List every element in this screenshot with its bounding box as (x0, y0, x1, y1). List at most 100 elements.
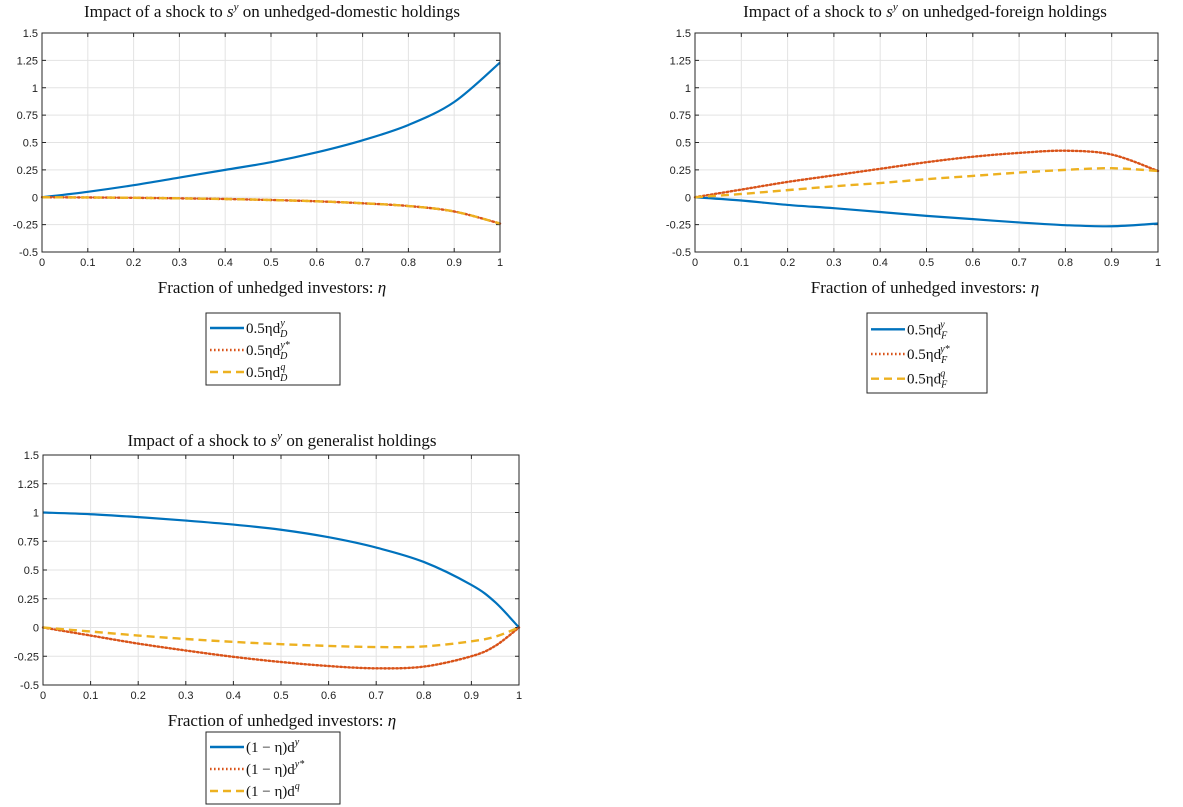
y-tick-label: -0.5 (20, 680, 39, 692)
x-axis-label: Fraction of unhedged investors: η (168, 711, 396, 730)
legend-label: (1 − η)dq (246, 781, 300, 800)
x-tick-label: 0.8 (1058, 257, 1073, 269)
x-tick-label: 0 (40, 690, 46, 702)
chart-panel-domestic: Impact of a shock to sy on unhedged-dome… (13, 1, 503, 386)
y-tick-label: 0.75 (670, 110, 691, 122)
x-tick-label: 0.3 (172, 257, 187, 269)
legend-label-main: 0.5ηd (907, 322, 942, 338)
legend-label-subscript: F (940, 380, 948, 391)
grid (694, 32, 1159, 253)
series-line-1 (694, 196, 1159, 228)
legend-label-superscript: y (279, 318, 285, 329)
x-tick-label: 0.3 (178, 690, 193, 702)
x-tick-label: 0.9 (464, 690, 479, 702)
y-tick-label: 0.75 (18, 536, 39, 548)
legend-label-subscript: D (279, 373, 288, 384)
x-tick-label: 0.5 (273, 690, 288, 702)
x-tick-label: 0.5 (919, 257, 934, 269)
y-tick-label: 0.25 (670, 165, 691, 177)
series-line-3 (42, 626, 520, 649)
legend-label: 0.5ηdDq (246, 362, 288, 384)
legend-label-subscript: D (279, 329, 288, 340)
x-tick-label: 0.9 (1104, 257, 1119, 269)
x-tick-label: 0.2 (131, 690, 146, 702)
y-tick-label: 1.5 (23, 28, 38, 40)
legend-label-main: 0.5ηd (907, 347, 942, 363)
legend-label-main: (1 − η)d (246, 762, 295, 778)
x-tick-label: 0.2 (780, 257, 795, 269)
legend-label-main: 0.5ηd (246, 343, 281, 359)
legend-label-subscript: D (279, 351, 288, 362)
legend-label-main: 0.5ηd (907, 372, 942, 388)
series-line-2 (41, 626, 521, 670)
y-tick-label: 1.5 (24, 450, 39, 462)
series-line-1 (42, 511, 520, 629)
x-tick-label: 0.6 (321, 690, 336, 702)
x-tick-label: 0.7 (355, 257, 370, 269)
y-tick-label: 1 (685, 83, 691, 95)
legend-label-subscript: F (940, 330, 948, 341)
y-tick-label: 1 (33, 508, 39, 520)
legend-label-superscript: y* (294, 759, 304, 770)
legend-label-superscript: y (294, 737, 300, 748)
y-tick-label: 0.25 (17, 165, 38, 177)
legend-label: 0.5ηdFq (907, 369, 948, 391)
legend-label-superscript: y* (939, 344, 949, 355)
series-line-3 (694, 167, 1159, 199)
chart-panel-foreign: Impact of a shock to sy on unhedged-fore… (666, 1, 1161, 394)
y-tick-label: 1.25 (670, 55, 691, 67)
chart-panel-generalist: Impact of a shock to sy on generalist ho… (14, 430, 522, 805)
grid (41, 32, 501, 253)
y-tick-label: 1.25 (18, 479, 39, 491)
y-tick-label: 0 (33, 623, 39, 635)
x-tick-label: 0.4 (218, 257, 233, 269)
x-tick-label: 0.6 (965, 257, 980, 269)
y-tick-label: 1.5 (676, 28, 691, 40)
y-tick-label: -0.25 (13, 220, 38, 232)
legend-label: 0.5ηdFy* (907, 344, 950, 366)
x-tick-label: 0.8 (401, 257, 416, 269)
y-tick-label: 0.5 (24, 565, 39, 577)
chart-title: Impact of a shock to sy on generalist ho… (128, 430, 437, 450)
legend-label-subscript: F (940, 355, 948, 366)
grid (42, 454, 520, 686)
series-line-2 (693, 149, 1160, 199)
legend-label-main: 0.5ηd (246, 321, 281, 337)
x-tick-label: 0.7 (1011, 257, 1026, 269)
x-tick-label: 0.3 (826, 257, 841, 269)
y-tick-label: -0.5 (19, 247, 38, 259)
y-tick-label: 0 (32, 192, 38, 204)
y-tick-label: -0.5 (672, 247, 691, 259)
legend-label: (1 − η)dy* (246, 759, 304, 778)
legend-label-main: 0.5ηd (246, 365, 281, 381)
x-tick-label: 0.8 (416, 690, 431, 702)
y-tick-label: 0.5 (23, 138, 38, 150)
legend-label-superscript: y (939, 319, 945, 330)
y-tick-label: 0.75 (17, 110, 38, 122)
axes-frame (41, 32, 501, 253)
x-tick-label: 1 (497, 257, 503, 269)
y-tick-label: 0.5 (676, 138, 691, 150)
legend-label-main: (1 − η)d (246, 740, 295, 756)
legend-label-superscript: q (940, 369, 945, 380)
legend-label-main: (1 − η)d (246, 784, 295, 800)
chart-title: Impact of a shock to sy on unhedged-dome… (84, 1, 460, 21)
y-tick-label: 1 (32, 83, 38, 95)
legend-label: 0.5ηdDy* (246, 340, 290, 362)
legend-label: 0.5ηdDy (246, 318, 288, 340)
y-tick-label: 0 (685, 192, 691, 204)
x-tick-label: 0 (39, 257, 45, 269)
x-tick-label: 0.1 (80, 257, 95, 269)
y-tick-label: -0.25 (666, 220, 691, 232)
x-tick-label: 0.4 (226, 690, 241, 702)
x-tick-label: 0.5 (263, 257, 278, 269)
chart-title: Impact of a shock to sy on unhedged-fore… (743, 1, 1107, 21)
y-tick-label: -0.25 (14, 651, 39, 663)
legend: (1 − η)dy(1 − η)dy*(1 − η)dq (205, 731, 341, 805)
x-tick-label: 0.4 (873, 257, 888, 269)
x-tick-label: 0.2 (126, 257, 141, 269)
x-tick-label: 1 (1155, 257, 1161, 269)
